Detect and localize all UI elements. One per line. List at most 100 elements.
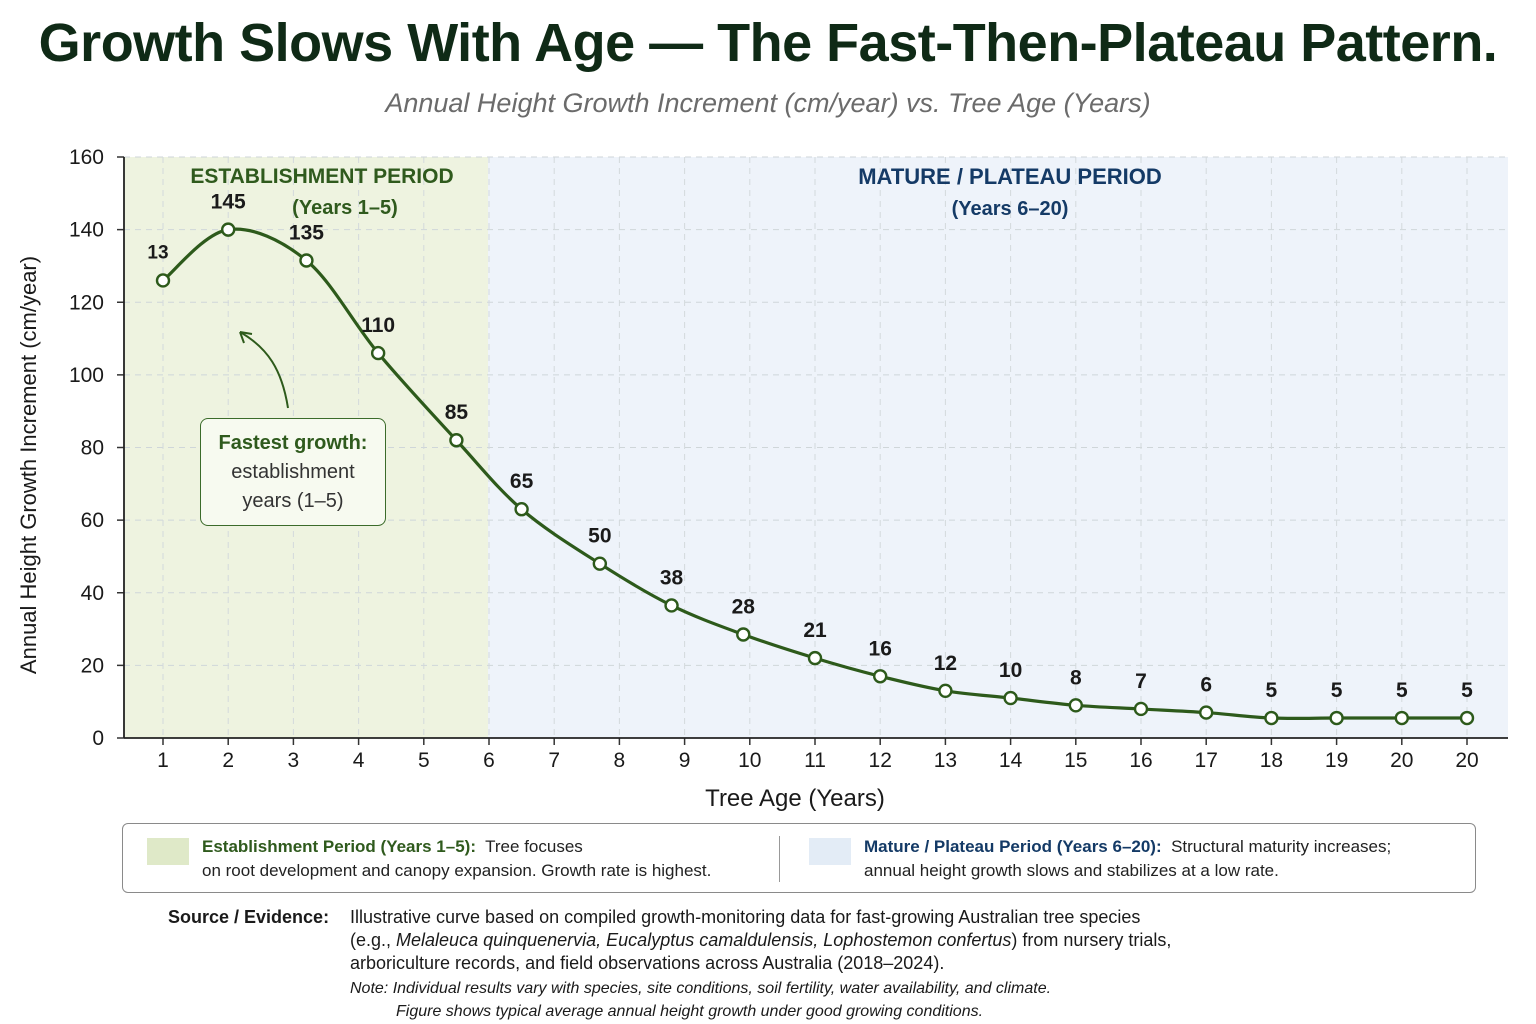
callout-line-1: establishment — [231, 461, 355, 483]
x-tick-label: 12 — [869, 749, 892, 772]
x-tick-label: 19 — [1325, 749, 1348, 772]
y-tick-label: 0 — [92, 727, 104, 750]
data-label: 12 — [934, 652, 957, 675]
data-point — [592, 556, 608, 571]
data-point — [1264, 710, 1279, 726]
x-tick-label: 17 — [1195, 749, 1218, 772]
note: Note: Individual results vary with speci… — [350, 977, 1051, 1023]
x-tick-label: 7 — [548, 749, 560, 772]
mature-swatch — [809, 838, 851, 865]
x-tick-label: 14 — [999, 749, 1023, 772]
source-species: Melaleuca quinquenervia, Eucalyptus cama… — [396, 930, 1012, 950]
y-tick-label: 60 — [81, 509, 104, 532]
x-tick-label: 11 — [804, 749, 826, 772]
data-label: 110 — [361, 314, 395, 337]
data-label: 50 — [588, 525, 611, 548]
data-label: 5 — [1396, 679, 1408, 702]
x-tick-label: 20 — [1455, 749, 1478, 772]
data-label: 13 — [147, 242, 168, 263]
x-tick-label: 18 — [1260, 749, 1283, 772]
data-point — [299, 253, 314, 268]
data-label: 16 — [869, 637, 892, 660]
note-line-2: Figure shows typical average annual heig… — [396, 1003, 984, 1020]
data-point — [873, 669, 888, 684]
callout-arrowhead — [239, 331, 253, 344]
establishment-region-title: ESTABLISHMENT PERIOD — [190, 165, 453, 188]
establishment-region-range: (Years 1–5) — [292, 197, 398, 219]
y-tick-label: 80 — [81, 437, 104, 460]
y-tick-label: 100 — [69, 364, 104, 387]
data-point — [1394, 710, 1410, 726]
chart-subtitle: Annual Height Growth Increment (cm/year)… — [385, 88, 1151, 118]
data-label: 6 — [1200, 674, 1212, 697]
data-point — [155, 273, 171, 288]
y-tick-label: 120 — [69, 291, 104, 314]
y-tick-label: 20 — [81, 654, 104, 677]
x-tick-label: 5 — [418, 749, 430, 772]
data-label: 5 — [1461, 679, 1473, 702]
x-tick-label: 2 — [222, 749, 234, 772]
x-tick-label: 1 — [157, 749, 169, 772]
source-line-2-pre: (e.g., — [350, 930, 397, 950]
data-point — [1198, 705, 1214, 720]
x-tick-label: 9 — [679, 749, 691, 772]
mature-legend-text: Mature / Plateau Period (Years 6–20): St… — [864, 835, 1464, 883]
data-point — [1068, 698, 1084, 713]
y-axis-title: Annual Height Growth Increment (cm/year) — [16, 256, 41, 674]
establishment-swatch — [147, 838, 189, 865]
data-point — [449, 433, 464, 448]
data-label: 38 — [660, 566, 684, 589]
data-label: 5 — [1266, 679, 1278, 702]
mature-region-range: (Years 6–20) — [952, 198, 1069, 220]
establishment-legend-desc-1: Tree focuses — [485, 837, 583, 856]
data-point — [220, 222, 236, 237]
callout-title: Fastest growth: — [218, 432, 368, 454]
y-tick-label: 40 — [81, 582, 104, 605]
data-point — [1133, 701, 1149, 717]
data-point — [1329, 710, 1344, 726]
mature-legend-title: Mature / Plateau Period (Years 6–20): — [864, 837, 1162, 856]
source-body: Illustrative curve based on compiled gro… — [350, 906, 1350, 975]
establishment-legend-desc-2: on root development and canopy expansion… — [202, 861, 712, 880]
data-point — [1459, 710, 1475, 726]
data-label: 21 — [803, 619, 827, 642]
data-label: 28 — [732, 596, 756, 619]
source-line-1: Illustrative curve based on compiled gro… — [350, 907, 1141, 927]
data-point — [736, 627, 751, 642]
data-label: 7 — [1135, 670, 1147, 693]
data-label: 10 — [999, 659, 1022, 682]
source-label: Source / Evidence: — [168, 907, 330, 927]
x-tick-label: 16 — [1129, 749, 1152, 772]
data-point — [807, 650, 823, 666]
x-axis-title: Tree Age (Years) — [705, 785, 885, 812]
note-line-1: Note: Individual results vary with speci… — [350, 980, 1052, 997]
legend-divider — [779, 836, 780, 882]
data-point — [664, 598, 679, 613]
x-tick-label: 13 — [934, 749, 957, 772]
legend: Establishment Period (Years 1–5): Tree f… — [122, 823, 1476, 893]
source-line-3: arboriculture records, and field observa… — [350, 953, 945, 973]
fastest-growth-callout: Fastest growth: establishment years (1–5… — [200, 418, 386, 526]
data-label: 65 — [510, 470, 534, 493]
source-line-2-post: ) from nursery trials, — [1011, 930, 1172, 950]
mature-legend-desc-2: annual height growth slows and stabilize… — [864, 861, 1279, 880]
data-point — [938, 683, 953, 698]
y-tick-label: 160 — [69, 146, 104, 169]
x-tick-label: 15 — [1064, 749, 1087, 772]
mature-legend-desc-1: Structural maturity increases; — [1171, 837, 1392, 856]
x-tick-label: 6 — [483, 749, 495, 772]
x-tick-label: 20 — [1390, 749, 1413, 772]
y-tick-label: 140 — [69, 219, 104, 242]
data-label: 145 — [211, 191, 246, 214]
callout-line-2: years (1–5) — [242, 490, 344, 512]
establishment-legend-title: Establishment Period (Years 1–5): — [202, 837, 476, 856]
mature-region-title: MATURE / PLATEAU PERIOD — [858, 164, 1162, 189]
x-tick-label: 10 — [738, 749, 761, 772]
establishment-legend-text: Establishment Period (Years 1–5): Tree f… — [202, 835, 762, 883]
x-tick-label: 3 — [288, 749, 300, 772]
data-point — [1003, 690, 1018, 706]
data-point — [514, 502, 529, 517]
x-tick-label: 8 — [614, 749, 626, 772]
data-label: 8 — [1070, 666, 1082, 689]
